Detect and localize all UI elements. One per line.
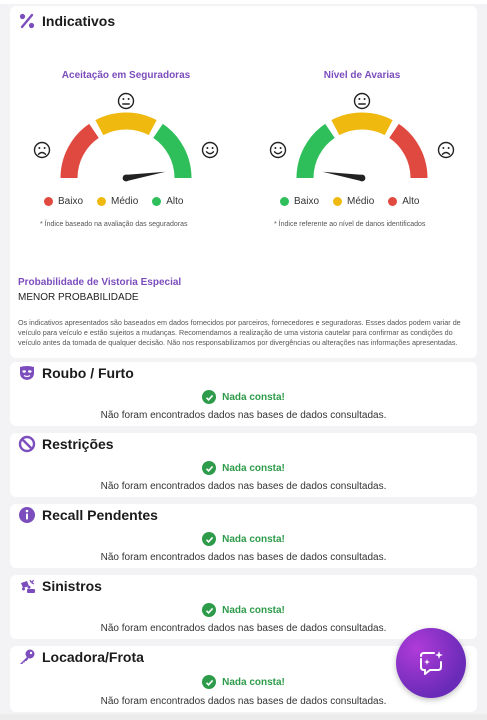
check-circle-icon — [202, 532, 217, 546]
gauge-segment-left — [60, 123, 100, 179]
section-title: Restrições — [42, 436, 114, 452]
gauge-needle-hub — [358, 174, 366, 182]
section-header: Locadora/Frota — [18, 648, 144, 666]
section-message: Não foram encontrados dados nas bases de… — [100, 623, 387, 634]
legend-label: Médio — [111, 196, 139, 207]
gauge-segment-left — [296, 123, 336, 179]
scrolled-top-edge — [0, 0, 487, 4]
legend-dot — [44, 197, 53, 206]
gauge-seguradoras-note: * Índice baseado na avaliação das segura… — [40, 221, 188, 228]
section-message: Não foram encontrados dados nas bases de… — [100, 696, 387, 707]
face-middle-icon — [353, 92, 371, 110]
mask-icon — [20, 366, 34, 380]
section-title: Recall Pendentes — [42, 507, 158, 523]
section-message: Não foram encontrados dados nas bases de… — [100, 552, 387, 563]
legend-label: Alto — [166, 196, 184, 207]
gauge-seguradoras-title: Aceitação em Seguradoras — [61, 70, 191, 81]
gauge-needle-hub — [122, 174, 130, 182]
legend-item-medio: Médio — [97, 196, 138, 207]
legend-dot — [97, 197, 107, 206]
face-middle-icon — [117, 92, 135, 110]
face-left-icon — [269, 141, 287, 159]
indicativos-header: Indicativos — [18, 12, 115, 30]
section-restricoes: Restrições Nada consta! Não foram encont… — [10, 433, 477, 497]
gauge-segment-middle — [331, 112, 393, 136]
legend-item-medio: Médio — [333, 196, 374, 207]
gauge-segment-middle — [95, 112, 157, 136]
legend-dot — [152, 197, 162, 206]
gauge-needle — [125, 171, 166, 182]
gauge-segment-right — [152, 123, 192, 179]
ban-icon — [18, 435, 36, 453]
disclaimer-text: Os indicativos apresentados são baseados… — [18, 318, 461, 347]
gauge-avarias-note: * Índice referente ao nível de danos ide… — [274, 221, 426, 228]
check-circle-icon — [202, 603, 217, 617]
status-text: Nada consta! — [222, 604, 285, 616]
check-circle-icon — [202, 390, 217, 404]
section-header: Roubo / Furto — [18, 364, 134, 382]
section-message: Não foram encontrados dados nas bases de… — [100, 481, 387, 492]
face-left-icon — [33, 141, 51, 159]
chat-sparkle-icon — [420, 651, 443, 675]
system-nav-bar — [0, 714, 487, 720]
legend-dot — [280, 197, 289, 206]
legend-item-baixo: Baixo — [280, 196, 319, 207]
status-line: Nada consta! — [10, 390, 477, 404]
gauge-avarias-legend: Baixo Médio Alto — [280, 196, 420, 207]
status-line: Nada consta! — [10, 461, 477, 475]
status-text: Nada consta! — [222, 462, 285, 474]
section-header: Restrições — [18, 435, 114, 453]
check-circle-icon — [202, 461, 217, 475]
percent-icon — [19, 13, 35, 29]
info-icon — [19, 507, 35, 523]
face-right-icon — [437, 141, 455, 159]
key-icon — [20, 649, 35, 664]
status-line: Nada consta! — [10, 603, 477, 617]
legend-item-baixo: Baixo — [44, 196, 83, 207]
gauge-seguradoras — [33, 92, 219, 182]
legend-label: Médio — [347, 196, 375, 207]
section-recall: Recall Pendentes Nada consta! Não foram … — [10, 504, 477, 568]
status-line: Nada consta! — [10, 532, 477, 546]
indicativos-title: Indicativos — [42, 13, 116, 29]
gauge-avarias — [269, 92, 455, 182]
legend-dot — [333, 197, 343, 206]
gauge-segment-right — [388, 123, 428, 179]
section-title: Locadora/Frota — [42, 649, 144, 665]
section-sinistros: Sinistros Nada consta! Não foram encontr… — [10, 575, 477, 639]
vistoria-label: Probabilidade de Vistoria Especial — [18, 277, 182, 288]
gauge-needle — [322, 171, 363, 182]
section-title: Sinistros — [42, 578, 102, 594]
legend-label: Alto — [402, 196, 420, 207]
indicativos-card: Indicativos Aceitação em Seguradoras Bai… — [10, 6, 477, 358]
chat-assistant-button[interactable] — [396, 628, 466, 698]
gauge-seguradoras-legend: Baixo Médio Alto — [44, 196, 184, 207]
status-text: Nada consta! — [222, 533, 285, 545]
legend-label: Baixo — [58, 196, 84, 207]
legend-dot — [388, 197, 398, 206]
status-line: Nada consta! — [10, 675, 477, 689]
section-message: Não foram encontrados dados nas bases de… — [100, 410, 387, 421]
status-text: Nada consta! — [222, 676, 285, 688]
check-circle-icon — [202, 675, 217, 689]
section-roubo-furto: Roubo / Furto Nada consta! Não foram enc… — [10, 362, 477, 426]
section-header: Recall Pendentes — [18, 506, 158, 524]
section-title: Roubo / Furto — [42, 365, 134, 381]
vistoria-value: MENOR PROBABILIDADE — [18, 292, 139, 303]
face-right-icon — [201, 141, 219, 159]
report-page: Indicativos Aceitação em Seguradoras Bai… — [10, 0, 477, 720]
status-text: Nada consta! — [222, 391, 285, 403]
gauge-avarias-title: Nível de Avarias — [323, 70, 401, 81]
car-crash-icon — [21, 579, 35, 593]
legend-item-alto: Alto — [152, 196, 184, 207]
section-header: Sinistros — [18, 577, 102, 595]
legend-label: Baixo — [294, 196, 320, 207]
legend-item-alto: Alto — [388, 196, 420, 207]
